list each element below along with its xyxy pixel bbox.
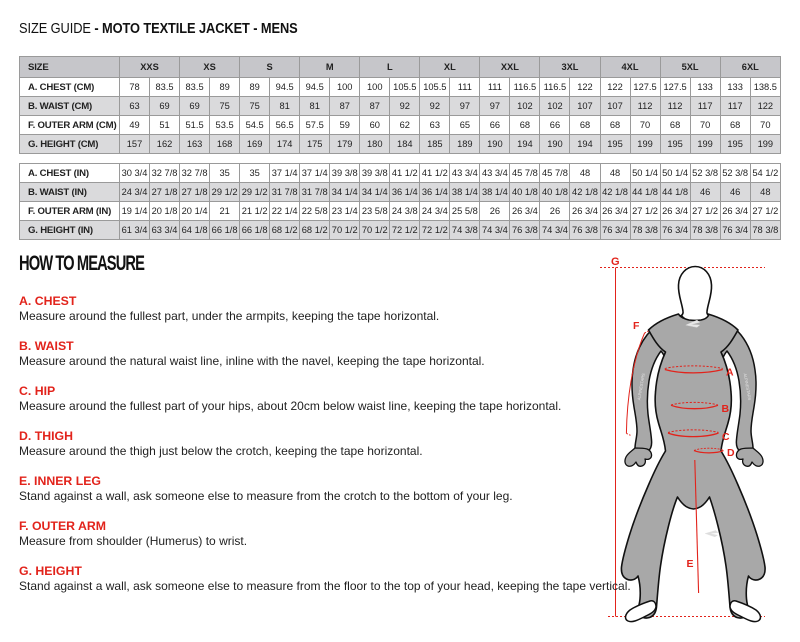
svg-text:G: G [611, 256, 620, 268]
